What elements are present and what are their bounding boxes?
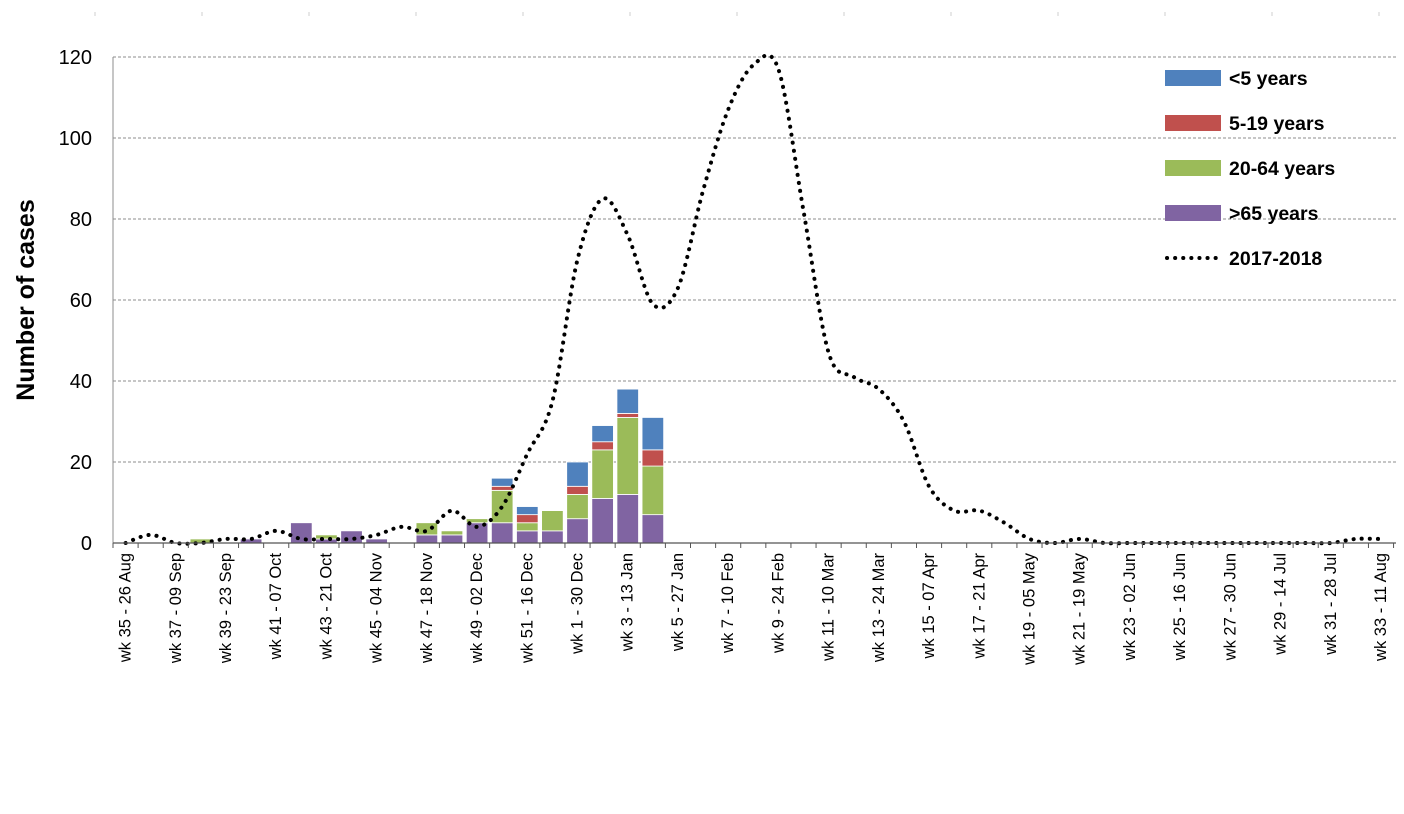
legend-swatch <box>1165 70 1221 86</box>
x-tick-label: wk 43 - 21 Oct <box>317 553 335 661</box>
x-tick-label: wk 9 - 24 Feb <box>769 553 787 654</box>
x-tick-label: wk 39 - 23 Sep <box>217 553 235 664</box>
bar-segment <box>490 522 514 544</box>
y-tick-label: 20 <box>70 452 92 474</box>
bar-segment <box>641 465 665 516</box>
bar-segment <box>541 530 564 544</box>
y-tick-label: 60 <box>70 290 92 312</box>
x-tick-label: wk 17 - 21 Apr <box>970 553 988 660</box>
y-tick-label: 100 <box>59 128 92 150</box>
bar-segment <box>616 388 639 414</box>
bar-segment <box>516 530 539 544</box>
bar-segment <box>541 510 564 532</box>
bar-segment <box>315 534 338 540</box>
y-tick-label: 40 <box>70 371 92 393</box>
y-tick-label: 0 <box>81 533 92 555</box>
x-tick-label: wk 23 - 02 Jun <box>1121 553 1139 661</box>
bar-segment <box>315 538 338 544</box>
x-tick-label: wk 47 - 18 Nov <box>418 552 436 664</box>
x-tick-label: wk 7 - 10 Feb <box>719 553 737 654</box>
bar-segment <box>641 449 665 467</box>
x-tick-label: wk 25 - 16 Jun <box>1171 553 1189 661</box>
top-border-ticks <box>94 12 1380 16</box>
x-tick-label: wk 1 - 30 Dec <box>569 553 587 655</box>
bar-segment <box>415 534 439 544</box>
bar-segment <box>440 530 464 536</box>
bar-segment <box>591 425 614 443</box>
legend-label: <5 years <box>1229 68 1308 90</box>
bar-segment <box>566 485 589 495</box>
bar-segment <box>189 538 213 544</box>
x-tick-label: wk 35 - 26 Aug <box>117 553 135 663</box>
bar-segment <box>591 449 614 499</box>
bar-segment <box>465 518 489 524</box>
legend-swatch <box>1165 115 1221 131</box>
bar-segment <box>566 518 589 544</box>
bar-segment <box>566 493 589 520</box>
y-tick-label: 80 <box>70 209 92 231</box>
legend: <5 years 5-19 years 20-64 years >65 years 20… <box>1165 68 1335 270</box>
x-tick-label: wk 11 - 10 Mar <box>820 553 838 662</box>
x-tick-label: wk 3 - 13 Jan <box>619 553 637 652</box>
bar-segment <box>440 534 464 544</box>
bar-segment <box>616 493 639 544</box>
bar-segment <box>516 522 539 532</box>
bar-segment <box>591 498 614 544</box>
stacked-bars <box>189 388 665 544</box>
bar-segment <box>616 412 639 418</box>
y-tick-label: 120 <box>59 47 92 69</box>
legend-label: >65 years <box>1229 203 1319 225</box>
legend-label: 20-64 years <box>1229 158 1335 180</box>
x-tick-label: wk 41 - 07 Oct <box>267 553 285 661</box>
x-tick-label: wk 13 - 24 Mar <box>870 553 888 664</box>
y-axis-ticks: 0 20 40 60 80 100 120 <box>59 47 92 555</box>
x-tick-label: wk 27 - 30 Jun <box>1221 553 1239 661</box>
x-tick-label: wk 5 - 27 Jan <box>669 553 687 652</box>
legend-label: 5-19 years <box>1229 113 1325 135</box>
legend-swatch <box>1165 205 1221 221</box>
x-tick-label: wk 33 - 11 Aug <box>1372 553 1390 662</box>
x-tick-label: wk 45 - 04 Nov <box>368 552 386 664</box>
y-axis-label: Number of cases <box>12 199 40 400</box>
bar-segment <box>490 477 514 487</box>
bar-segment <box>490 485 514 491</box>
bar-segment <box>641 417 665 451</box>
x-tick-label: wk 21 - 19 May <box>1071 552 1089 666</box>
x-tick-label: wk 29 - 14 Jul <box>1272 553 1290 656</box>
bar-segment <box>365 538 388 544</box>
x-tick-label: wk 49 - 02 Dec <box>468 553 486 664</box>
bar-segment <box>591 441 614 451</box>
bar-segment <box>516 506 539 516</box>
legend-label: 2017-2018 <box>1229 248 1322 270</box>
x-tick-label: wk 51 - 16 Dec <box>518 553 536 664</box>
x-tick-label: wk 19 - 05 May <box>1020 552 1038 666</box>
bar-segment <box>641 514 665 544</box>
bar-segment <box>516 514 539 524</box>
x-tick-label: wk 37 - 09 Sep <box>167 553 185 664</box>
bar-segment <box>290 522 313 544</box>
x-axis-ticks: wk 35 - 26 Aug wk 37 - 09 Sep wk 39 - 23 S… <box>112 543 1395 666</box>
bar-segment <box>340 530 363 544</box>
bar-segment <box>566 461 589 487</box>
legend-swatch <box>1165 160 1221 176</box>
bar-segment <box>616 417 639 495</box>
x-tick-label: wk 15 - 07 Apr <box>920 553 938 660</box>
bar-segment <box>415 522 439 536</box>
x-tick-label: wk 31 - 28 Jul <box>1322 553 1340 656</box>
gridlines <box>112 56 1396 543</box>
